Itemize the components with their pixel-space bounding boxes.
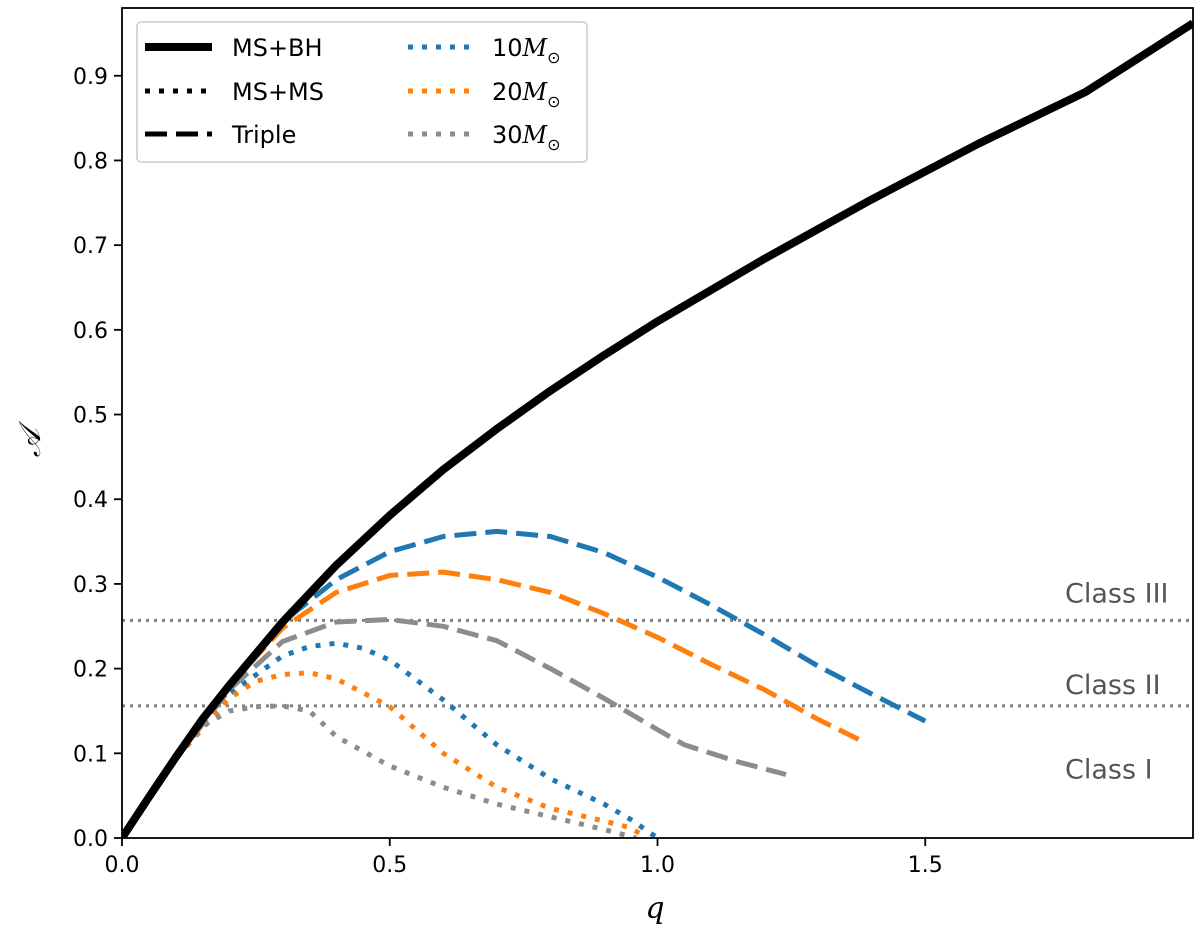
y-tick-label: 0.3 <box>73 573 108 598</box>
y-tick-label: 0.7 <box>73 234 108 259</box>
class-labels: Class III Class II Class I <box>1065 578 1169 785</box>
x-axis-label: q <box>645 891 664 926</box>
y-tick-label: 0.2 <box>73 658 108 683</box>
legend-label: 30M⊙ <box>492 121 561 154</box>
y-tick-label: 0.9 <box>73 65 108 90</box>
y-tick-label: 0.5 <box>73 404 108 429</box>
x-axis-ticks: 0.0 0.5 1.0 1.5 <box>105 838 943 878</box>
series-line <box>122 670 649 838</box>
x-tick-label: 1.5 <box>908 853 943 878</box>
series-layer <box>122 19 1193 838</box>
legend-label: 20M⊙ <box>492 78 561 111</box>
legend-label-number: 20 <box>492 78 523 106</box>
series-line <box>122 569 863 838</box>
legend-label: MS+BH <box>232 34 323 62</box>
x-tick-label: 1.0 <box>640 853 675 878</box>
legend-label-number: 30 <box>492 121 523 149</box>
y-tick-label: 0.4 <box>73 488 108 513</box>
class-label: Class I <box>1065 755 1153 786</box>
legend-label-subscript: ⊙ <box>547 48 560 67</box>
class-threshold-lines <box>122 618 1193 708</box>
series-line <box>122 19 1193 838</box>
class-label: Class II <box>1065 670 1161 701</box>
y-tick-label: 0.0 <box>73 827 108 852</box>
x-tick-label: 0.0 <box>105 853 140 878</box>
legend-label: MS+MS <box>232 78 324 106</box>
legend-label-subscript: ⊙ <box>547 135 560 154</box>
legend-label: 10M⊙ <box>492 34 561 67</box>
class-label: Class III <box>1065 578 1169 609</box>
legend-label-number: 10 <box>492 34 523 62</box>
y-axis-ticks: 0.0 0.1 0.2 0.3 0.4 0.5 0.6 0.7 0.8 0.9 <box>73 65 122 852</box>
x-tick-label: 0.5 <box>372 853 407 878</box>
legend-label-subscript: ⊙ <box>547 92 560 111</box>
series-line <box>122 617 787 838</box>
y-axis-label: 𝒜 <box>13 420 48 457</box>
legend-label-symbol: M <box>522 121 549 149</box>
legend-label-symbol: M <box>522 78 549 106</box>
legend-label: Triple <box>231 121 296 149</box>
y-tick-label: 0.1 <box>73 742 108 767</box>
y-tick-label: 0.6 <box>73 319 108 344</box>
series-line <box>122 703 637 838</box>
legend-frame <box>136 21 588 163</box>
series-line <box>122 640 659 838</box>
legend-label-symbol: M <box>522 34 549 62</box>
y-tick-label: 0.8 <box>73 149 108 174</box>
